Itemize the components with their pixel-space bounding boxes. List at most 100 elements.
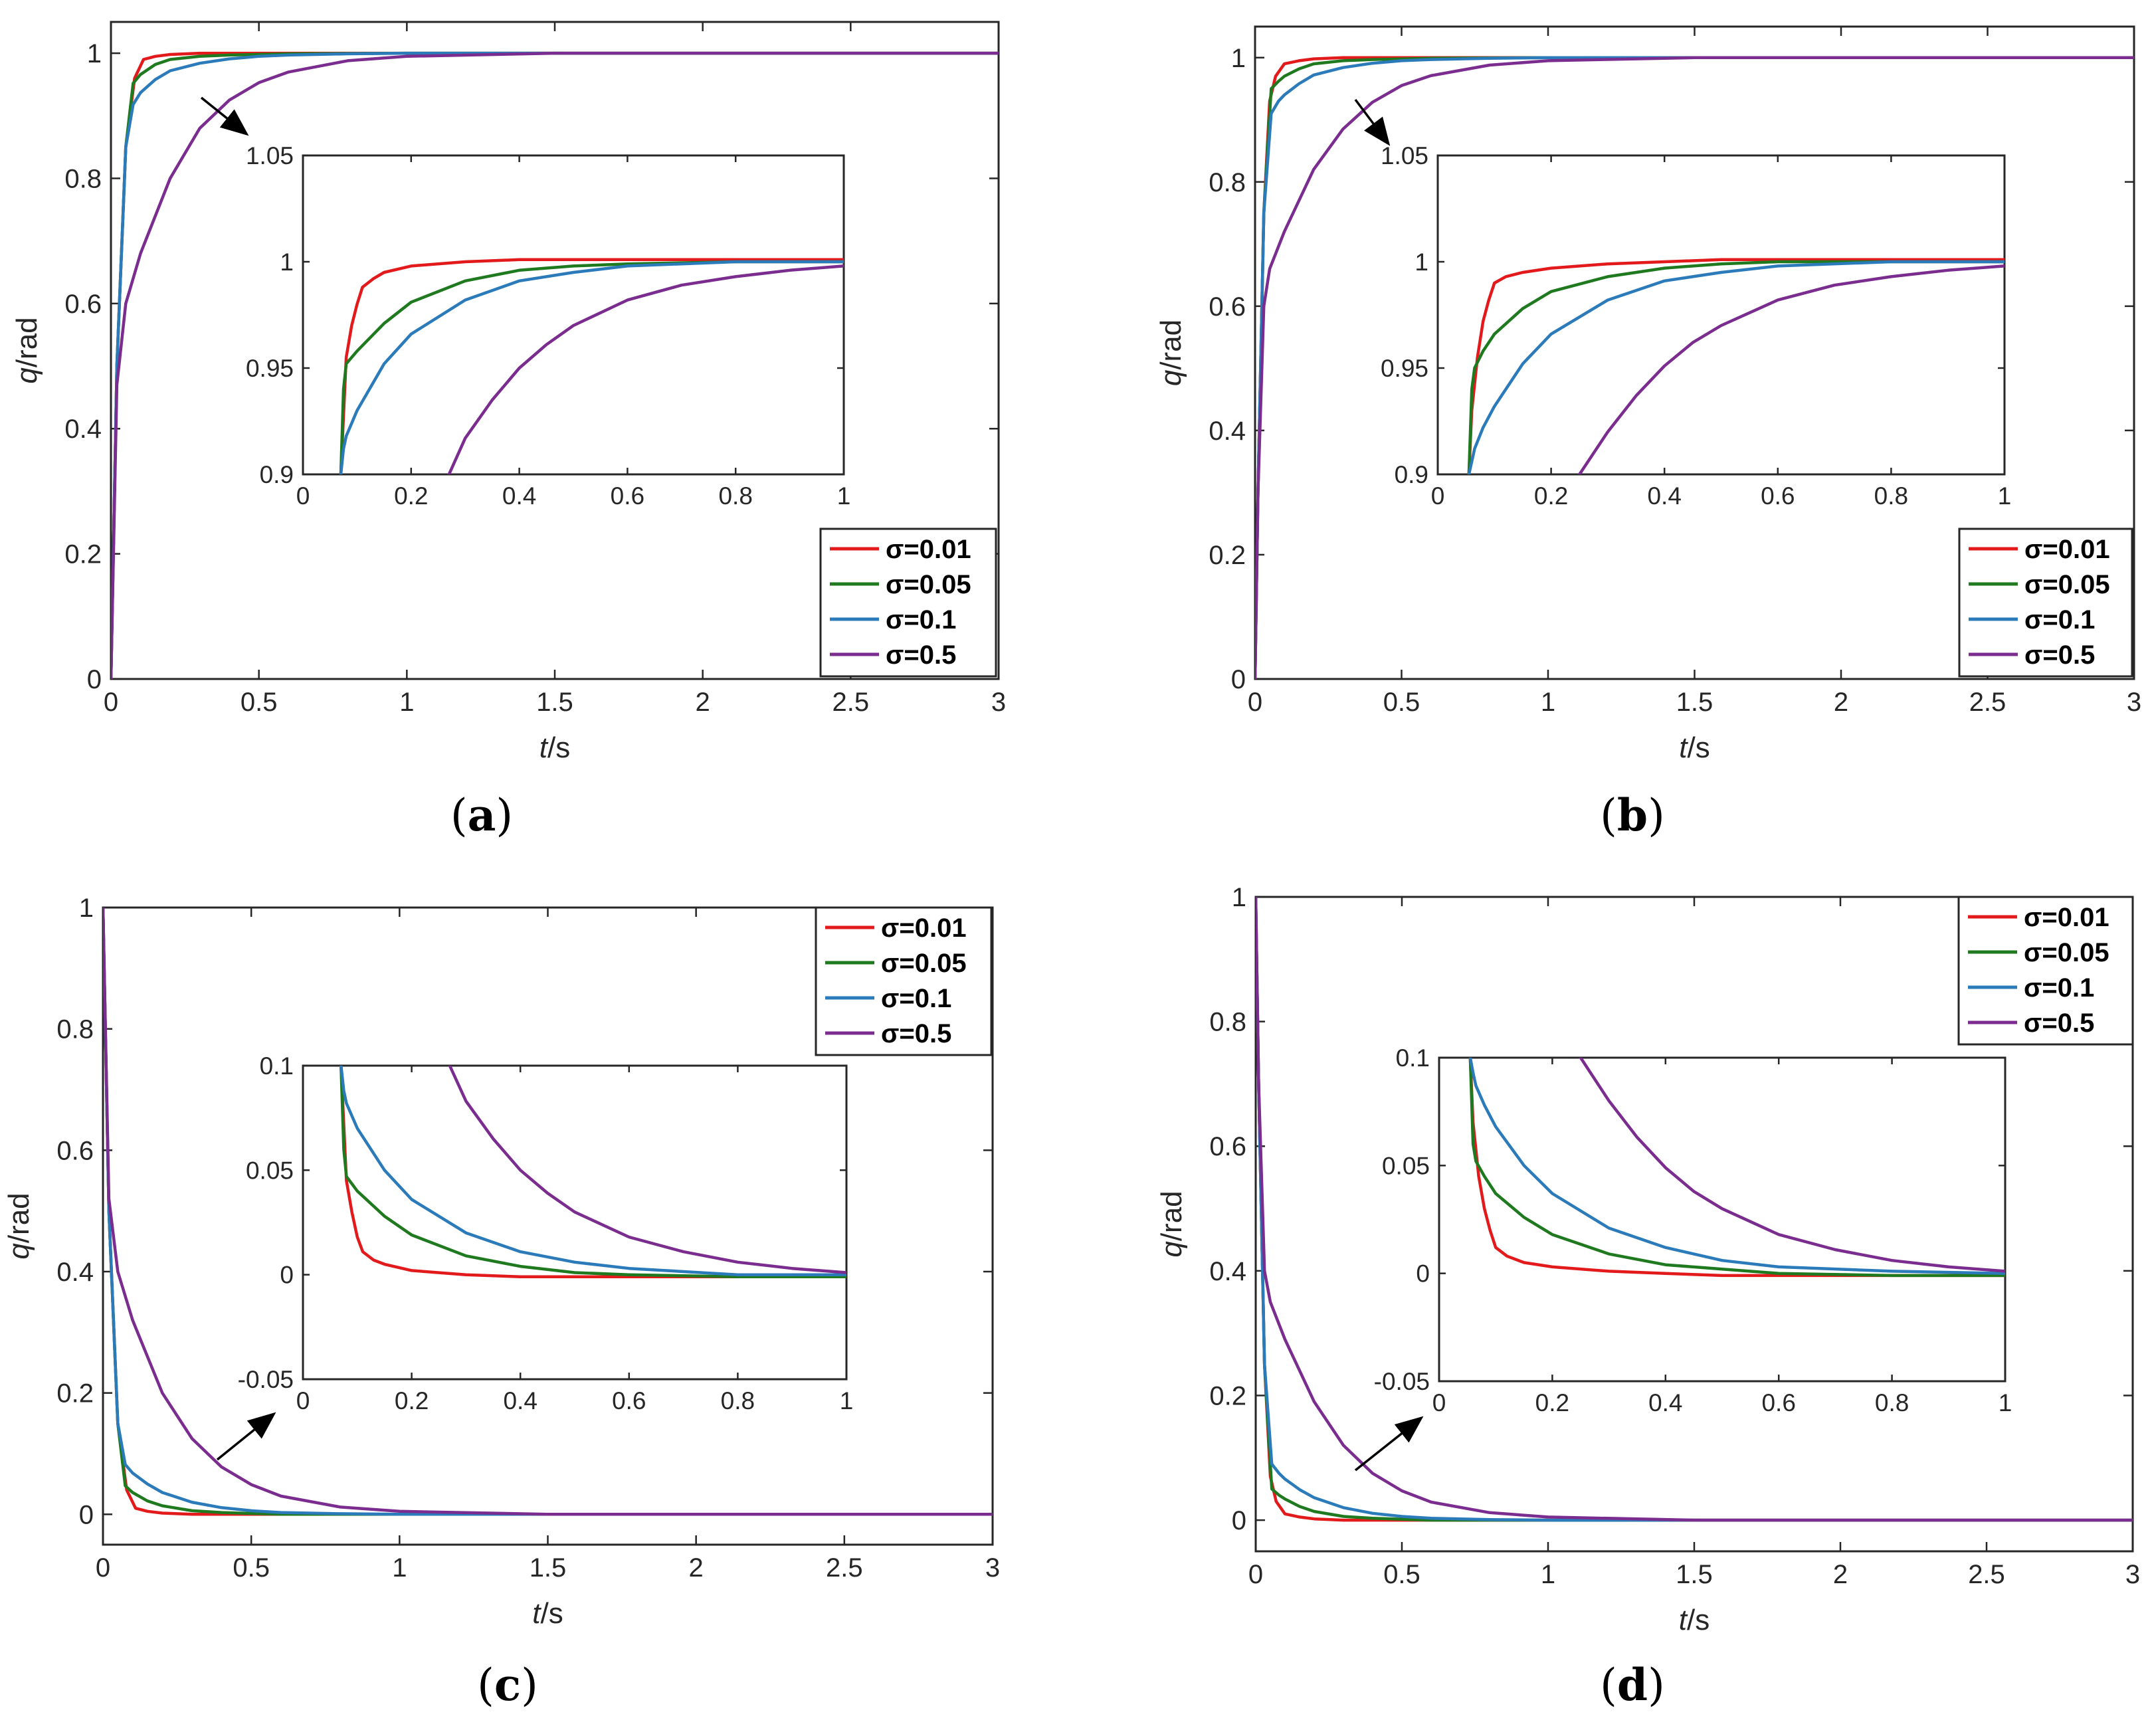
panel-a-main-xtick-label: 2.5	[832, 688, 870, 717]
panel-b-main-ytick-label: 0.8	[1209, 168, 1246, 197]
panel-d-legend-label-4: σ=0.5	[2024, 1009, 2094, 1038]
panel-d-ylabel-var: q	[1155, 1241, 1188, 1258]
panel-a-main-ytick-label: 0.6	[64, 290, 102, 319]
panel-a-main-xtick-label: 0	[104, 688, 118, 717]
panel-a-xlabel-unit: /s	[547, 731, 570, 764]
panel-d-inset-xtick-label: 0.8	[1875, 1389, 1909, 1416]
panel-a-main-series-line-3	[111, 51, 999, 679]
panel-a-main-ytick-label: 1	[87, 39, 102, 68]
panel-d-inset-series-line-1	[1468, 1058, 2005, 1278]
panel-c-main-ytick-label: 0.8	[56, 1015, 94, 1044]
panel-a-main-xtick-label: 1.5	[536, 688, 573, 717]
panel-d-inset-series-line-4	[1579, 1058, 2005, 1273]
panel-d-legend-box	[1957, 896, 2134, 1046]
panel-b-inset-ytick-label: 0.9	[1395, 461, 1428, 488]
panel-b-main-ytick-label: 0	[1231, 665, 1246, 694]
panel-d-main-xtick-label: 1.5	[1676, 1560, 1713, 1589]
panel-a-legend-label-3: σ=0.1	[886, 605, 956, 634]
panel-a-inset-xtick-label: 0.6	[611, 482, 644, 510]
panel-a-inset-ytick-label: 0.9	[260, 461, 294, 488]
panel-a-inset-series-line-1	[339, 258, 844, 474]
panel-d-inset-series-line-2	[1468, 1058, 2005, 1278]
panel-c-panel-label-close: )	[521, 1660, 538, 1711]
panel-d-inset-xtick-label: 1	[1999, 1389, 2012, 1416]
panel-a-panel-label-open: (	[450, 790, 468, 841]
panel-d-main-ytick-label: 0.4	[1209, 1257, 1246, 1286]
panel-b-main-series-line-3	[1255, 56, 2134, 679]
panel-b-main-xtick-label: 1	[1541, 688, 1555, 717]
panel-c-main-ytick-label: 0.2	[56, 1379, 94, 1408]
panel-d-zoom-arrow	[1354, 1416, 1424, 1472]
panel-b-main-xtick-label: 2	[1834, 688, 1848, 717]
panel-d-main-ytick-label: 0	[1232, 1506, 1246, 1535]
panel-c-legend-label-1: σ=0.01	[881, 914, 967, 943]
panel-b-inset-xtick-label: 1	[1998, 482, 2012, 510]
panel-c-legend-label-4: σ=0.5	[881, 1019, 951, 1048]
panel-d-main-xtick-label: 0	[1248, 1560, 1263, 1589]
panel-b-main-series-line-4	[1255, 56, 2134, 679]
panel-c-inset-series-line-4	[448, 1066, 846, 1274]
panel-d-main-series-line-3	[1256, 897, 2133, 1522]
panel-c-legend-label-3: σ=0.1	[881, 984, 951, 1013]
panel-a-inset-ytick-label: 1.05	[246, 142, 294, 169]
panel-c-inset-xtick-label: 0.4	[503, 1387, 537, 1414]
panel-a-inset-xtick-label: 1	[837, 482, 851, 510]
panel-b-ylabel-var: q	[1155, 369, 1187, 386]
panel-d-inset-xtick-label: 0.2	[1535, 1389, 1569, 1416]
panel-a-inset-xtick-label: 0.8	[718, 482, 752, 510]
panel-c-main-xtick-label: 1	[392, 1553, 407, 1583]
panel-d-main-xtick-label: 0.5	[1383, 1560, 1420, 1589]
panel-b-main-xtick-label: 0	[1248, 688, 1262, 717]
panel-d-legend-label-2: σ=0.05	[2024, 938, 2109, 967]
panel-b-main-ytick-label: 1	[1231, 44, 1246, 73]
panel-d-xlabel-var: t	[1679, 1604, 1688, 1636]
panel-b-main-ytick-label: 0.6	[1209, 292, 1246, 322]
panel-a-legend-box	[819, 528, 997, 678]
panel-d-main-ytick-label: 0.8	[1209, 1008, 1246, 1037]
panel-d-ylabel-unit: /rad	[1155, 1191, 1188, 1241]
panel-c-main-xtick-label: 1.5	[530, 1553, 567, 1583]
panel-c-inset-ytick-label: 0	[280, 1262, 294, 1289]
panel-b-legend-box	[1958, 528, 2133, 678]
panel-c-inset-axes-box	[302, 1064, 848, 1381]
panel-c-ylabel-unit: /rad	[3, 1193, 35, 1243]
panel-a-inset-series-line-2	[339, 260, 844, 474]
panel-a-main-series-line-4	[111, 51, 999, 679]
panel-c-zoom-arrow	[216, 1412, 276, 1461]
panel-b-inset-axes-box	[1436, 154, 2006, 476]
panel-c-main-xtick-label: 0.5	[233, 1553, 270, 1583]
panel-c-panel-label-letter: c	[494, 1659, 521, 1711]
panel-a-legend-label-4: σ=0.5	[886, 640, 956, 670]
panel-a-panel-label-close: )	[496, 790, 513, 841]
panel-d-panel-label-close: )	[1648, 1660, 1665, 1711]
panel-a-ylabel: q/rad	[11, 317, 43, 383]
panel-c-inset-xtick-label: 1	[840, 1387, 854, 1414]
panel-b-inset-ytick-label: 1.05	[1381, 142, 1428, 169]
panel-c-legend-label-2: σ=0.05	[881, 949, 967, 978]
panel-d: 0 0.5 1 1.5 2 2.5 3 0 0.2 0.4 0.6 0.8 1 t/s q/rad 0 0.2 0…	[1155, 883, 2140, 1711]
panel-b-inset-series-line-1	[1467, 258, 2004, 474]
panel-a-main-xtick-label: 2	[696, 688, 710, 717]
panel-a-panel-label: (a)	[450, 789, 513, 841]
panel-b: 0 0.5 1 1.5 2 2.5 3 0 0.2 0.4 0.6 0.8 1 t/s q/rad 0 0.2 0…	[1155, 25, 2141, 841]
panel-b-main-ytick-label: 0.4	[1209, 417, 1246, 446]
panel-c-main-xtick-label: 2	[689, 1553, 704, 1583]
panel-c-main-series-line-4	[103, 908, 993, 1516]
panel-a-legend-label-2: σ=0.05	[886, 570, 971, 599]
panel-b-main-xtick-label: 2.5	[1969, 688, 2006, 717]
panel-a-main-xtick-label: 3	[991, 688, 1006, 717]
panel-a-legend-label-1: σ=0.01	[886, 535, 971, 564]
panel-a-main-xtick-label: 1	[399, 688, 414, 717]
panel-d-legend-label-1: σ=0.01	[2024, 903, 2109, 932]
panel-b-inset-xtick-label: 0.8	[1874, 482, 1908, 510]
panel-b-main-ytick-label: 0.2	[1209, 541, 1246, 570]
panel-b-inset-ytick-label: 0.95	[1381, 355, 1428, 382]
panel-d-inset-axes-box	[1438, 1056, 2006, 1383]
panel-a-panel-label-letter: a	[468, 789, 496, 841]
panel-a: 0 0.5 1 1.5 2 2.5 3 0 0.2 0.4 0.6 0.8 1 t/s q/rad 0 0.2 0…	[11, 21, 1006, 841]
panel-c-ylabel-var: q	[3, 1243, 35, 1260]
panel-d-inset-xtick-label: 0.6	[1761, 1389, 1795, 1416]
panel-c-inset-xtick-label: 0	[296, 1387, 310, 1414]
panel-d-main-ytick-label: 1	[1232, 883, 1246, 912]
